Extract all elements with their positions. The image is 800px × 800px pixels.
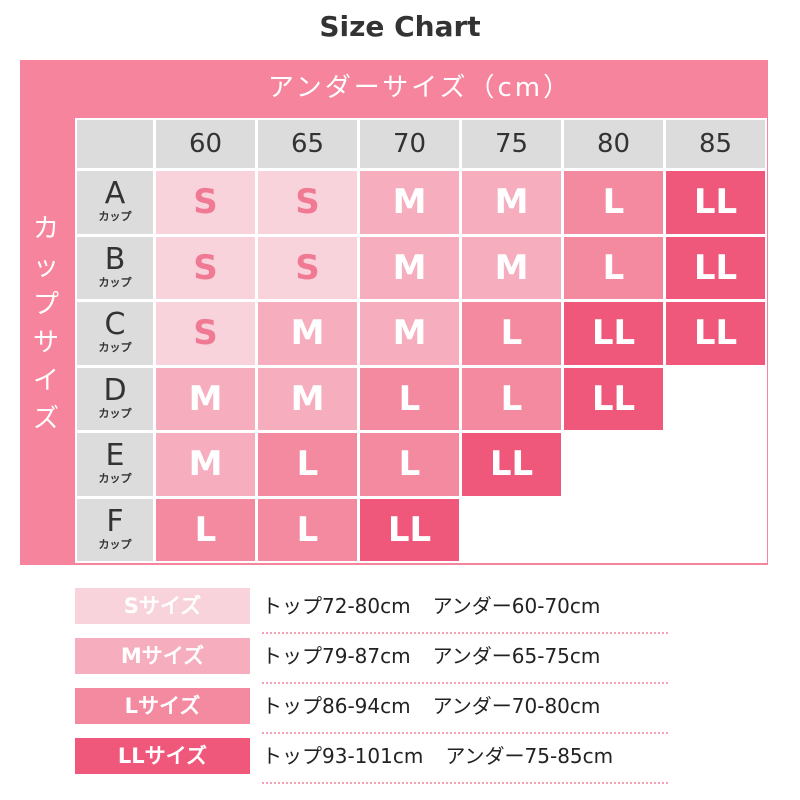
cup-size-header: カップサイズ: [32, 214, 59, 434]
size-cell: LL: [564, 367, 663, 430]
column-header: 65: [258, 120, 357, 168]
size-cell: M: [360, 171, 459, 234]
empty-cell: [462, 498, 561, 561]
legend-size-label: Mサイズ: [75, 638, 250, 674]
size-cell: S: [156, 302, 255, 365]
size-cell: M: [360, 236, 459, 299]
corner-cell: [77, 120, 153, 168]
cup-letter: A: [104, 176, 126, 212]
legend-row: Mサイズ トップ79-87cm アンダー65-75cm: [75, 638, 675, 688]
cup-suffix: カップ: [98, 472, 132, 486]
column-header: 85: [666, 120, 765, 168]
size-cell: L: [360, 367, 459, 430]
size-cell: M: [258, 367, 357, 430]
dotted-divider: [262, 732, 668, 734]
under-range: アンダー60-70cm: [432, 594, 601, 618]
cup-suffix: カップ: [98, 210, 132, 224]
size-cell: L: [156, 498, 255, 561]
size-cell: M: [360, 302, 459, 365]
row-header: B カップ: [77, 236, 153, 299]
size-cell: L: [462, 367, 561, 430]
legend-measurements: トップ86-94cm アンダー70-80cm: [262, 688, 622, 724]
top-range: トップ93-101cm: [262, 744, 424, 768]
under-range: アンダー75-85cm: [445, 744, 614, 768]
size-cell: L: [360, 433, 459, 496]
size-cell: M: [156, 367, 255, 430]
size-cell: S: [258, 171, 357, 234]
size-cell: S: [258, 236, 357, 299]
column-header: 75: [462, 120, 561, 168]
dotted-divider: [262, 782, 668, 784]
legend-measurements: トップ72-80cm アンダー60-70cm: [262, 588, 622, 624]
size-cell: S: [156, 236, 255, 299]
column-header: 60: [156, 120, 255, 168]
empty-cell: [666, 498, 765, 561]
size-table-frame: アンダーサイズ（cm） カップサイズ 60 65 70 75 80 85 A カップ S S M M L…: [20, 60, 768, 565]
cup-letter: B: [104, 241, 126, 277]
size-cell: LL: [666, 171, 765, 234]
row-header: A カップ: [77, 171, 153, 234]
legend-measurements: トップ79-87cm アンダー65-75cm: [262, 638, 622, 674]
empty-cell: [666, 433, 765, 496]
cup-suffix: カップ: [98, 275, 132, 289]
cup-letter: E: [105, 438, 125, 474]
empty-cell: [666, 367, 765, 430]
empty-cell: [564, 498, 663, 561]
size-cell: LL: [666, 236, 765, 299]
size-cell: L: [564, 236, 663, 299]
legend-row: LLサイズ トップ93-101cm アンダー75-85cm: [75, 738, 675, 788]
column-header: 80: [564, 120, 663, 168]
cup-letter: D: [103, 372, 127, 408]
chart-title: Size Chart: [319, 10, 481, 43]
top-range: トップ86-94cm: [262, 694, 411, 718]
cup-letter: F: [106, 503, 124, 539]
cup-suffix: カップ: [98, 341, 132, 355]
size-cell: S: [156, 171, 255, 234]
under-range: アンダー70-80cm: [432, 694, 601, 718]
column-header: 70: [360, 120, 459, 168]
legend-row: Lサイズ トップ86-94cm アンダー70-80cm: [75, 688, 675, 738]
empty-cell: [564, 433, 663, 496]
top-range: トップ72-80cm: [262, 594, 411, 618]
row-header: D カップ: [77, 367, 153, 430]
row-header: E カップ: [77, 433, 153, 496]
size-cell: L: [564, 171, 663, 234]
under-range: アンダー65-75cm: [432, 644, 601, 668]
size-cell: LL: [462, 433, 561, 496]
size-cell: LL: [360, 498, 459, 561]
legend-size-label: Sサイズ: [75, 588, 250, 624]
dotted-divider: [262, 682, 668, 684]
size-cell: LL: [564, 302, 663, 365]
cup-letter: C: [104, 307, 126, 343]
size-cell: M: [462, 236, 561, 299]
size-cell: L: [258, 433, 357, 496]
legend-row: Sサイズ トップ72-80cm アンダー60-70cm: [75, 588, 675, 638]
cup-suffix: カップ: [98, 537, 132, 551]
legend-size-label: Lサイズ: [75, 688, 250, 724]
size-cell: M: [156, 433, 255, 496]
cup-suffix: カップ: [98, 406, 132, 420]
size-cell: M: [258, 302, 357, 365]
size-cell: L: [462, 302, 561, 365]
row-header: F カップ: [77, 498, 153, 561]
size-grid: 60 65 70 75 80 85 A カップ S S M M L LL B カップ S S M M L LL C カップ S M…: [75, 118, 767, 563]
legend-size-label: LLサイズ: [75, 738, 250, 774]
legend-measurements: トップ93-101cm アンダー75-85cm: [262, 738, 635, 774]
row-header: C カップ: [77, 302, 153, 365]
dotted-divider: [262, 632, 668, 634]
top-range: トップ79-87cm: [262, 644, 411, 668]
under-size-header: アンダーサイズ（cm）: [267, 73, 573, 103]
size-cell: L: [258, 498, 357, 561]
size-cell: M: [462, 171, 561, 234]
size-cell: LL: [666, 302, 765, 365]
